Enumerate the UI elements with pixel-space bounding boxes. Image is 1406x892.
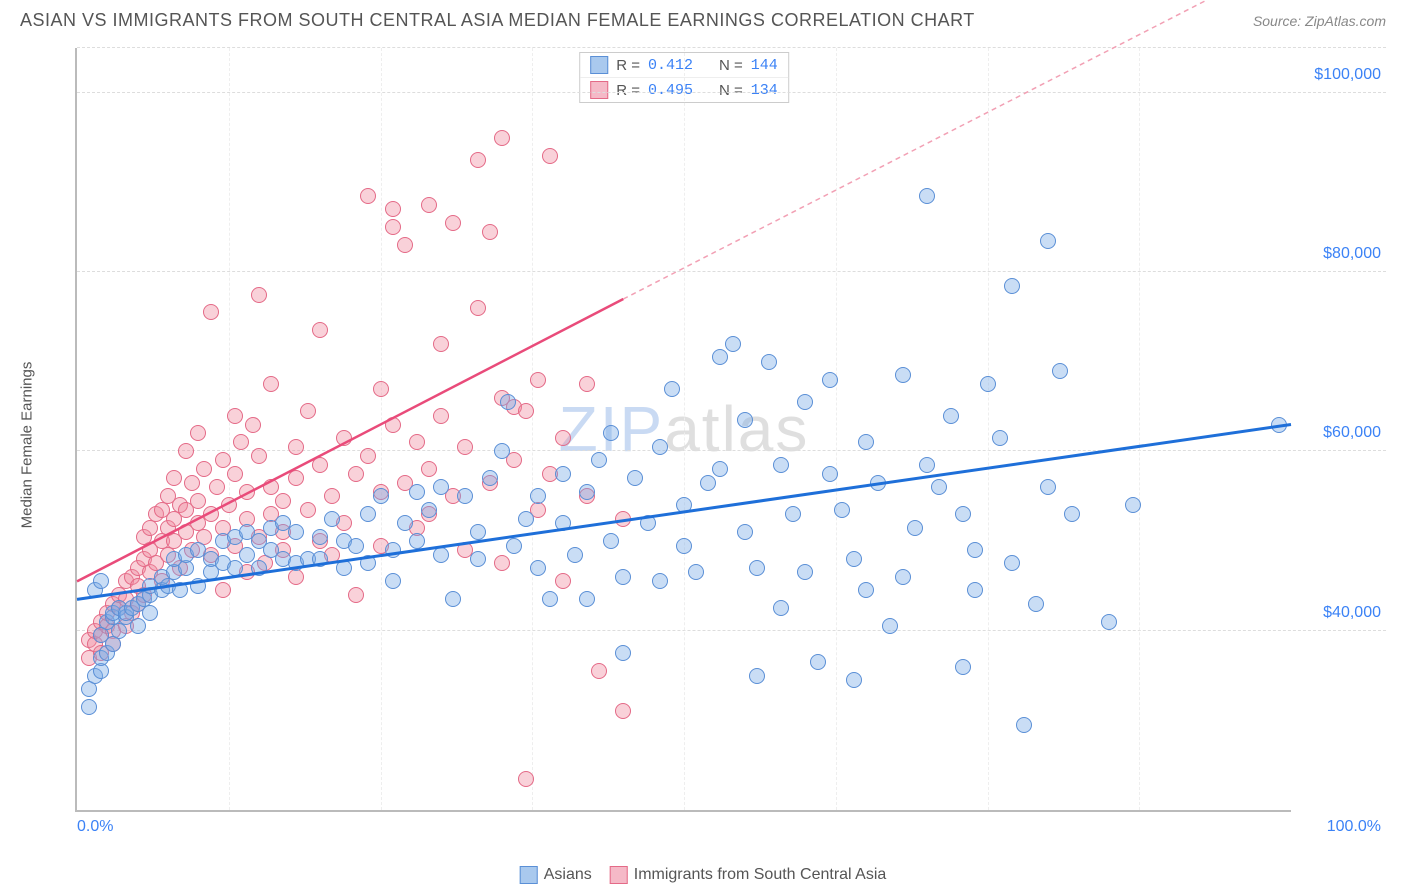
y-axis-label: Median Female Earnings (19, 362, 36, 529)
trend-lines (77, 48, 1291, 810)
ytick-label: $40,000 (1301, 604, 1381, 622)
legend-label: Asians (544, 866, 592, 884)
ytick-label: $80,000 (1301, 245, 1381, 263)
legend-swatch (520, 866, 538, 884)
legend-item: Asians (520, 866, 592, 884)
xtick-label: 0.0% (77, 818, 113, 836)
legend-item: Immigrants from South Central Asia (610, 866, 887, 884)
chart-container: Median Female Earnings ZIPatlas R = 0.41… (45, 48, 1386, 842)
source-label: Source: ZipAtlas.com (1253, 13, 1386, 29)
xtick-label: 100.0% (1327, 818, 1381, 836)
plot-area: ZIPatlas R = 0.412N = 144R = 0.495N = 13… (75, 48, 1291, 812)
legend-label: Immigrants from South Central Asia (634, 866, 887, 884)
bottom-legend: Asians Immigrants from South Central Asia (520, 866, 887, 884)
chart-title: ASIAN VS IMMIGRANTS FROM SOUTH CENTRAL A… (20, 10, 975, 31)
ytick-label: $60,000 (1301, 424, 1381, 442)
legend-swatch (610, 866, 628, 884)
ytick-label: $100,000 (1301, 66, 1381, 84)
